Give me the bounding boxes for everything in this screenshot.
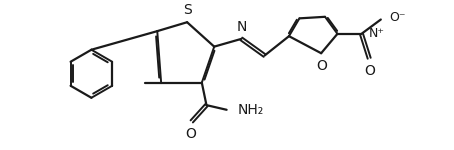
Text: N: N bbox=[237, 20, 247, 34]
Text: S: S bbox=[183, 3, 192, 17]
Text: O: O bbox=[316, 59, 327, 73]
Text: O: O bbox=[365, 64, 375, 78]
Text: O: O bbox=[186, 127, 197, 141]
Text: NH₂: NH₂ bbox=[237, 103, 264, 117]
Text: N⁺: N⁺ bbox=[368, 27, 385, 40]
Text: O⁻: O⁻ bbox=[390, 11, 406, 24]
